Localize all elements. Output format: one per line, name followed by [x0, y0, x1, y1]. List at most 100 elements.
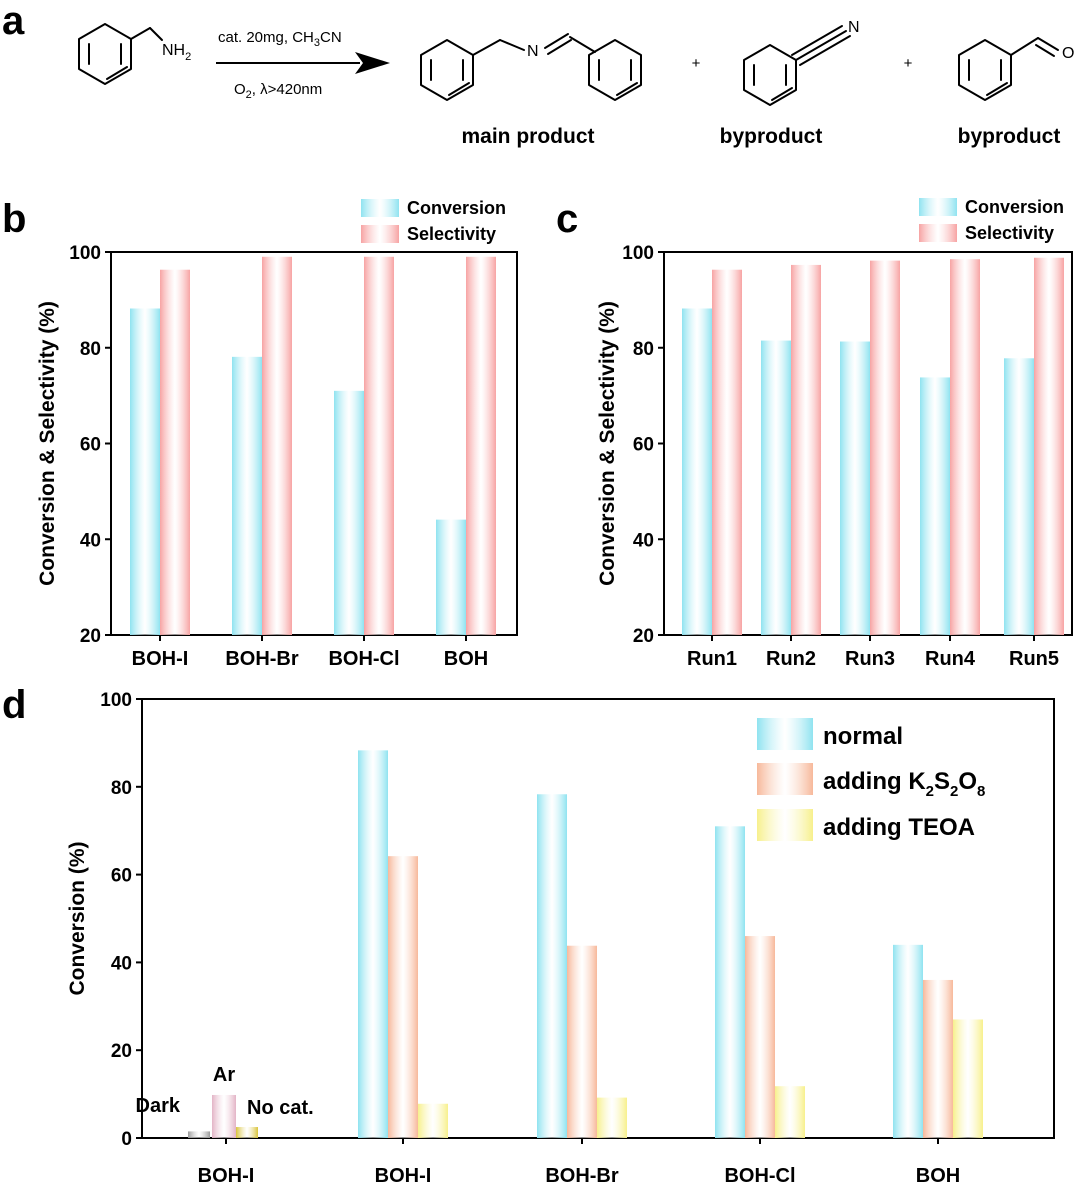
y-tick-label: 20: [80, 626, 101, 647]
y-tick-label: 20: [633, 626, 654, 647]
x-tick-label: Run4: [925, 648, 976, 670]
plus-sign-1: +: [692, 55, 701, 72]
y-tick-label: 100: [69, 243, 101, 264]
bar-selectivity-boh-cl: [364, 256, 394, 635]
bar-series2-boh-br: [597, 1097, 627, 1138]
y-axis-label: Conversion (%): [66, 841, 89, 995]
panel-label-d: d: [2, 683, 26, 727]
x-tick-label: BOH-Cl: [724, 1165, 795, 1186]
byproduct-label-2: byproduct: [958, 125, 1061, 148]
y-tick-label: 60: [633, 435, 654, 456]
x-tick-label: Run1: [687, 648, 737, 670]
bar-control-dark: [188, 1131, 210, 1138]
bar-control-no-cat-: [236, 1127, 258, 1138]
control-bar-label: Dark: [136, 1095, 181, 1117]
bar-series0-boh: [893, 944, 923, 1138]
y-tick-label: 100: [622, 243, 654, 264]
condition-bottom: O2, λ>420nm: [234, 81, 322, 101]
legend-swatch-selectivity: [919, 224, 957, 242]
control-bar-label: Ar: [213, 1064, 235, 1086]
legend-label-teoa: adding TEOA: [823, 814, 975, 841]
legend-swatch-conversion: [361, 199, 399, 217]
legend-swatch-selectivity: [361, 225, 399, 243]
y-tick-label: 20: [111, 1041, 132, 1062]
bar-series0-boh-cl: [715, 826, 745, 1138]
chart-c-recycling-runs: 20 40 60 80 100 Conversion & Selectivity (%) R…: [596, 197, 1073, 670]
legend-swatch-d2: [757, 809, 813, 841]
bar-series2-boh-i: [418, 1103, 448, 1138]
x-tick-label: BOH-I: [198, 1165, 255, 1186]
y-tick-label: 60: [80, 435, 101, 456]
bar-series1-boh-cl: [745, 936, 775, 1138]
legend-label-conversion: Conversion: [407, 198, 506, 218]
bar-selectivity-run2: [791, 264, 821, 635]
bar-series0-boh-i: [358, 750, 388, 1138]
legend-swatch-conversion: [919, 198, 957, 216]
legend-label-selectivity: Selectivity: [965, 223, 1054, 243]
x-tick-label: Run3: [845, 648, 895, 670]
byproduct-label-1: byproduct: [720, 125, 823, 148]
x-tick-label: BOH-Br: [545, 1165, 619, 1186]
y-tick-label: 40: [111, 953, 132, 974]
bar-selectivity-run1: [712, 269, 742, 635]
main-product-label: main product: [461, 125, 594, 148]
byproduct-benzonitrile: N: [743, 19, 860, 106]
bar-series2-boh-cl: [775, 1086, 805, 1138]
y-tick-label: 100: [100, 690, 132, 711]
legend-label-conversion: Conversion: [965, 197, 1064, 217]
bar-conversion-run5: [1004, 358, 1034, 635]
control-bar-label: No cat.: [247, 1097, 314, 1119]
bar-conversion-boh-i: [130, 308, 160, 635]
y-tick-label: 80: [633, 339, 654, 360]
y-tick-label: 40: [80, 530, 101, 551]
byproduct-benzaldehyde: O: [958, 37, 1074, 101]
product-imine: N: [420, 33, 642, 101]
condition-top: cat. 20mg, CH3CN: [218, 29, 342, 49]
legend-swatch-d0: [757, 718, 813, 750]
panel-label-b: b: [2, 197, 26, 241]
bar-selectivity-run3: [870, 260, 900, 635]
panel-label-c: c: [556, 197, 578, 241]
chart-d-control-experiments: 0 20 40 60 80 100 Conversion (%) Dark Ar No cat. B…: [66, 690, 1055, 1186]
bar-selectivity-boh: [466, 256, 496, 635]
x-tick-label: Run2: [766, 648, 816, 670]
reaction-arrow: [216, 52, 390, 74]
chart-b-catalyst-comparison: 20 40 60 80 100 Conversion & Selectivity (%) B…: [36, 198, 518, 670]
x-tick-label: BOH-Br: [225, 648, 299, 670]
bar-selectivity-run4: [950, 259, 980, 635]
bar-conversion-run3: [840, 341, 870, 635]
y-tick-label: 40: [633, 530, 654, 551]
legend-label-k2s2o8: adding K2S2O8: [823, 768, 985, 800]
y-tick-label: 60: [111, 866, 132, 887]
plus-sign-2: +: [904, 55, 913, 72]
x-tick-label: BOH: [444, 648, 488, 670]
panel-label-a: a: [2, 0, 25, 43]
nitrile-nitrogen: N: [848, 19, 860, 36]
legend-swatch-d1: [757, 763, 813, 795]
bar-selectivity-run5: [1034, 257, 1064, 635]
bar-conversion-boh: [436, 519, 466, 635]
imine-nitrogen: N: [527, 43, 539, 60]
y-axis-label: Conversion & Selectivity (%): [596, 301, 619, 586]
aldehyde-oxygen: O: [1062, 45, 1074, 62]
x-tick-label: Run5: [1009, 648, 1059, 670]
legend-label-selectivity: Selectivity: [407, 224, 496, 244]
bar-conversion-boh-cl: [334, 390, 364, 635]
reactant-benzylamine: NH2: [78, 23, 191, 85]
y-tick-label: 0: [121, 1129, 132, 1150]
bar-conversion-run1: [682, 308, 712, 635]
bar-series1-boh-br: [567, 945, 597, 1138]
bar-control-ar: [212, 1094, 236, 1138]
x-tick-label: BOH-I: [132, 648, 189, 670]
bar-selectivity-boh-i: [160, 269, 190, 635]
bar-conversion-run4: [920, 377, 950, 635]
bar-series2-boh: [953, 1019, 983, 1138]
bar-series1-boh: [923, 979, 953, 1138]
amine-group: NH2: [162, 42, 191, 63]
bar-series0-boh-br: [537, 794, 567, 1138]
x-tick-label: BOH-Cl: [328, 648, 399, 670]
bar-series1-boh-i: [388, 856, 418, 1138]
bar-selectivity-boh-br: [262, 256, 292, 635]
y-axis-label: Conversion & Selectivity (%): [36, 301, 59, 586]
